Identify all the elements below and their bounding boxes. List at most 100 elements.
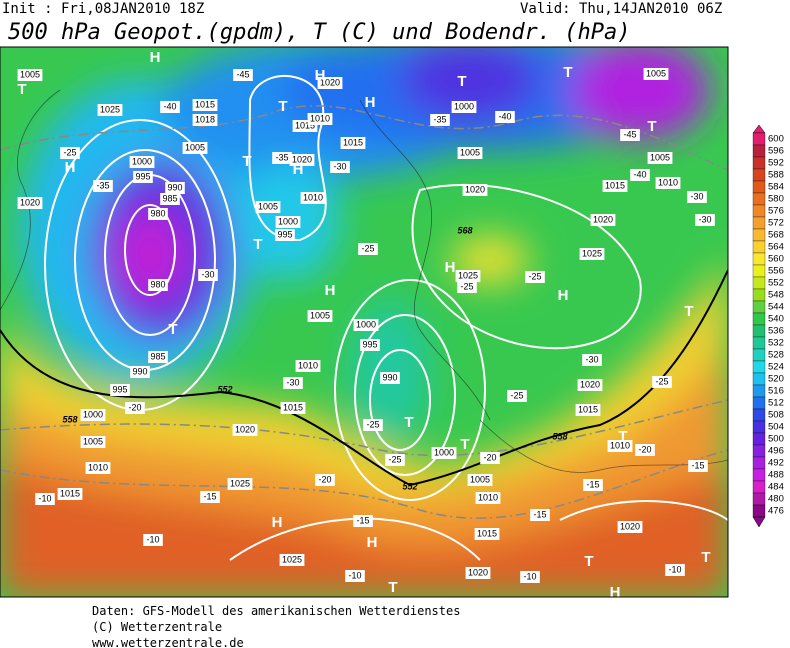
colorbar-swatch <box>752 216 766 230</box>
temperature-label-text: -10 <box>668 564 681 574</box>
temperature-label: -20 <box>480 452 500 464</box>
temperature-label-box <box>330 161 350 173</box>
temperature-label-text: -30 <box>585 354 598 364</box>
colorbar-swatch <box>752 204 766 218</box>
isobar-label-text: 985 <box>150 351 165 361</box>
pressure-center: T <box>460 436 469 453</box>
temperature-label-box <box>233 69 253 81</box>
temperature-label-box <box>507 390 527 402</box>
temperature-label-box <box>385 454 405 466</box>
temperature-label: -40 <box>630 169 650 181</box>
isobar-label-box <box>380 372 400 384</box>
isobar-label-box <box>148 208 168 220</box>
temperature-label-text: -25 <box>366 419 379 429</box>
temperature-label-text: -15 <box>691 460 704 470</box>
temperature-label: -10 <box>35 493 55 505</box>
isobar-label: 990 <box>165 182 185 194</box>
isobar-label-text: 1000 <box>356 319 376 329</box>
colorbar-swatch <box>752 456 766 470</box>
isobar-label-box <box>182 142 208 154</box>
temperature-label-box <box>583 479 603 491</box>
colorbar-swatch <box>752 240 766 254</box>
temperature-label: -30 <box>198 269 218 281</box>
isobar-label-box <box>300 192 326 204</box>
isobar-label: 995 <box>110 384 130 396</box>
colorbar-tick-label: 484 <box>768 482 784 493</box>
temperature-label-box <box>495 111 515 123</box>
footer-line: (C) Wetterzentrale <box>92 620 222 634</box>
temperature-label-box <box>620 129 640 141</box>
temperature-label-box <box>143 534 163 546</box>
pressure-center: T <box>388 579 397 596</box>
isobar-label: 1005 <box>307 310 333 322</box>
isobar-label: 1000 <box>129 156 155 168</box>
colorbar-swatch <box>752 312 766 326</box>
isobar-label-box <box>353 319 379 331</box>
isobar-label-text: 1015 <box>578 404 598 414</box>
temperature-label: -25 <box>507 390 527 402</box>
isobar-label-text: 1015 <box>283 402 303 412</box>
height-label-text: 558 <box>62 414 77 424</box>
isobar-label-box <box>129 156 155 168</box>
isobar-label-text: 1000 <box>434 447 454 457</box>
temperature-label-text: -40 <box>498 111 511 121</box>
temperature-label: -45 <box>620 129 640 141</box>
isobar-label: 1005 <box>255 201 281 213</box>
isobar-label-text: 1005 <box>83 436 103 446</box>
pressure-center: T <box>278 98 287 115</box>
isobar-label: 1025 <box>227 478 253 490</box>
colorbar-tick-label: 528 <box>768 350 784 361</box>
temperature-label-text: -10 <box>348 570 361 580</box>
temperature-label-box <box>160 101 180 113</box>
colorbar-swatch <box>752 348 766 362</box>
isobar-label-box <box>462 184 488 196</box>
isobar-label-text: 1005 <box>185 142 205 152</box>
temperature-label: -30 <box>330 161 350 173</box>
temperature-label-box <box>652 376 672 388</box>
isobar-label-text: 1025 <box>100 104 120 114</box>
isobar-label-box <box>133 171 153 183</box>
temperature-label-text: -25 <box>361 243 374 253</box>
isobar-label-text: 1000 <box>454 101 474 111</box>
isobar-label: 1000 <box>431 447 457 459</box>
temperature-label: -10 <box>665 564 685 576</box>
temperature-label: -40 <box>495 111 515 123</box>
pressure-center: T <box>253 236 262 253</box>
isobar-label-box <box>192 99 218 111</box>
temperature-label-text: -25 <box>655 376 668 386</box>
pressure-center: T <box>168 321 177 338</box>
temperature-label-box <box>687 191 707 203</box>
temperature-label: -10 <box>520 571 540 583</box>
isobar-label-text: 1000 <box>132 156 152 166</box>
isobar-label-text: 1005 <box>650 152 670 162</box>
colorbar-tick-label: 556 <box>768 266 784 277</box>
isobar-label: 1010 <box>655 177 681 189</box>
temperature-label-box <box>430 114 450 126</box>
colorbar-tick-label: 500 <box>768 434 784 445</box>
isobar-label-text: 1020 <box>292 154 312 164</box>
isobar-label-text: 1015 <box>295 120 315 130</box>
temperature-label-box <box>520 571 540 583</box>
isobar-label-text: 1025 <box>458 270 478 280</box>
isobar-label-text: 1010 <box>298 360 318 370</box>
colorbar: 6005965925885845805765725685645605565525… <box>752 124 784 528</box>
isobar-label-box <box>255 201 281 213</box>
pressure-center: H <box>365 94 376 111</box>
colorbar-swatch <box>752 192 766 206</box>
isobar-label: 1020 <box>465 567 491 579</box>
temperature-label-text: -15 <box>533 509 546 519</box>
isobar-label: 1010 <box>85 462 111 474</box>
isobar-label-box <box>475 492 501 504</box>
isobar-label-box <box>165 182 185 194</box>
isobar-label-text: 1015 <box>477 528 497 538</box>
isobar-label-text: 1018 <box>195 114 215 124</box>
valid-time: Valid: Thu,14JAN2010 06Z <box>520 1 722 17</box>
isobar-label-text: 1015 <box>605 180 625 190</box>
temperature-label: -15 <box>353 515 373 527</box>
colorbar-tick-label: 504 <box>768 422 784 433</box>
isobar-label: 985 <box>160 193 180 205</box>
isobar-label-box <box>275 216 301 228</box>
isobar-label-box <box>130 366 150 378</box>
temperature-label-text: -25 <box>63 147 76 157</box>
height-contour-552 <box>0 269 728 487</box>
